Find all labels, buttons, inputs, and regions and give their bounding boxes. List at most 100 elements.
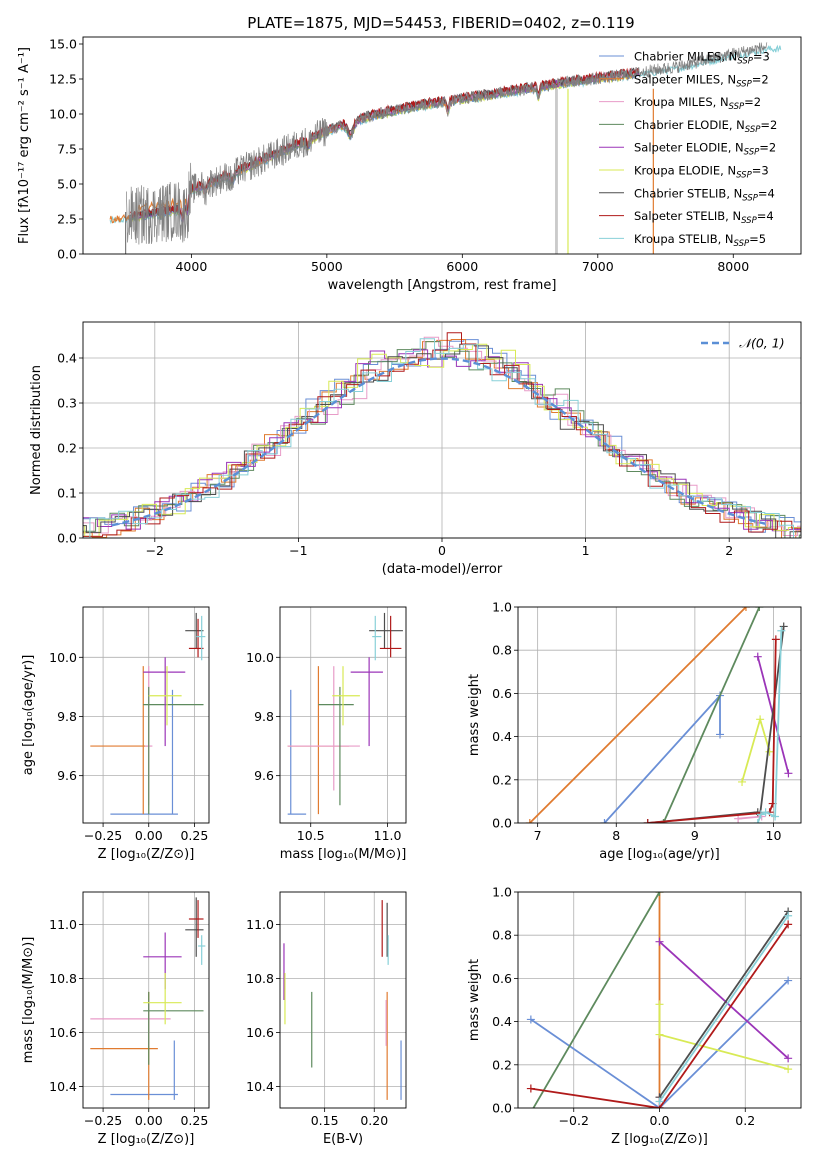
legend-entry: Kroupa MILES, NSSP=2: [634, 95, 761, 112]
mass-weight-marker-chabrier_elodie: [527, 1108, 535, 1116]
legend-eq: =5: [749, 232, 766, 246]
model-spectrum-kroupa_elodie: [129, 70, 639, 225]
figure-title: PLATE=1875, MJD=54453, FIBERID=0402, z=0…: [247, 14, 634, 32]
mass-weight-line-salpeter_miles: [529, 607, 747, 823]
x-tick-label: 8: [612, 828, 620, 843]
x-axis-label: mass [log₁₀(M/M⊙)]: [280, 847, 407, 862]
legend-label: Chabrier ELODIE, N: [634, 118, 745, 132]
x-tick-label: 0: [438, 543, 446, 558]
mass-weight-marker-kroupa_elodie: [655, 1000, 664, 1009]
y-tick-label: 0.0: [492, 816, 512, 831]
model-spectrum-salpeter_elodie: [130, 69, 639, 224]
axes-frame: [279, 606, 407, 824]
y-tick-label: 0.8: [492, 928, 512, 943]
x-tick-label: 2: [725, 543, 733, 558]
mass-weight-marker-chabrier_elodie: [655, 892, 664, 896]
y-tick-label: 15.0: [49, 37, 77, 52]
y-tick-label: 9.6: [254, 768, 274, 783]
residual-histogram-chabrier_stelib: [83, 343, 801, 538]
y-tick-label: 10.6: [246, 1025, 274, 1040]
mass-weight-marker-chabrier_miles: [716, 730, 725, 739]
y-tick-label: 10.0: [49, 650, 77, 665]
y-tick-label: 0.0: [492, 1101, 512, 1116]
legend-label: Salpeter MILES, N: [634, 72, 736, 86]
y-tick-label: 0.4: [57, 351, 77, 366]
axes-frame: [82, 606, 210, 824]
y-tick-label: 2.5: [57, 212, 77, 227]
axes-frame: [517, 606, 802, 824]
mass-weight-line-chabrier_stelib: [647, 626, 785, 823]
plot-area: [283, 900, 402, 1100]
y-tick-label: 1.0: [492, 885, 512, 900]
mass-weight-line-salpeter_stelib: [530, 923, 789, 1108]
x-tick-label: 0.00: [135, 828, 163, 843]
plot-area: [287, 612, 403, 815]
ticks: −0.25 0.00 0.25 9.6 9.8 10.0: [49, 650, 208, 843]
x-tick-label: 11.0: [374, 828, 402, 843]
y-tick-label: 0.1: [57, 486, 77, 501]
panel-age_vs_Z: −0.25 0.00 0.25 9.6 9.8 10.0 Z [log₁₀(Z/Z⊙)] ag…: [21, 606, 210, 862]
axes-frame: [82, 891, 210, 1109]
legend-label: Salpeter STELIB, N: [634, 209, 741, 223]
legend-sub: SSP: [736, 79, 752, 89]
y-tick-label: 1.0: [492, 600, 512, 615]
legend-sub: SSP: [741, 216, 757, 226]
x-axis-label: age [log₁₀(age/yr)]: [599, 847, 720, 862]
legend-entry: Chabrier MILES, NSSP=3: [634, 50, 770, 67]
x-tick-label: 0.20: [360, 1113, 388, 1128]
model-spectrum-salpeter_stelib: [129, 67, 639, 221]
legend-entry: Chabrier ELODIE, NSSP=2: [634, 118, 777, 135]
residual-histogram-salpeter_stelib: [83, 332, 801, 537]
x-axis-label: E(B-V): [323, 1132, 363, 1147]
legend-sub: SSP: [734, 239, 750, 249]
y-tick-label: 0.2: [492, 772, 512, 787]
y-axis-label: mass weight: [467, 674, 482, 756]
axes-frame: [517, 891, 802, 1109]
x-tick-label: 0.25: [180, 1113, 208, 1128]
y-axis-label: Flux [fλ10⁻¹⁷ erg cm⁻² s⁻¹ A⁻¹]: [17, 47, 32, 244]
mass-weight-line-chabrier_elodie: [662, 607, 761, 823]
mass-weight-marker-salpeter_stelib: [526, 1084, 535, 1093]
mass-weight-marker-chabrier_miles: [784, 976, 793, 985]
y-tick-label: 0.2: [492, 1057, 512, 1072]
gridlines: [518, 606, 801, 824]
y-tick-label: 11.0: [246, 917, 274, 932]
legend-sub: SSP: [744, 148, 760, 158]
y-tick-label: 10.8: [49, 971, 77, 986]
y-tick-label: 12.5: [49, 72, 77, 87]
model-spectrum-chabrier_stelib: [129, 67, 639, 220]
plot-area: [90, 897, 206, 1100]
legend-eq: =2: [752, 72, 769, 86]
legend-sub: SSP: [745, 125, 761, 135]
y-tick-label: 0.6: [492, 971, 512, 986]
mass-weight-marker-salpeter_stelib: [643, 819, 652, 823]
mass-weight-marker-chabrier_elodie: [755, 607, 764, 611]
mass-weight-marker-salpeter_elodie: [655, 937, 664, 946]
x-tick-label: −0.25: [84, 1113, 122, 1128]
legend-entry: Salpeter MILES, NSSP=2: [634, 72, 769, 89]
y-tick-label: 10.4: [49, 1079, 77, 1094]
x-axis-label: Z [log₁₀(Z/Z⊙)]: [98, 1132, 195, 1147]
mass-weight-line-salpeter_elodie: [658, 941, 789, 1059]
mass-weight-marker-kroupa_stelib: [655, 1097, 664, 1106]
y-tick-label: 0.4: [492, 1014, 512, 1029]
mass-weight-marker-salpeter_stelib: [771, 635, 780, 644]
plot-area: [525, 607, 793, 823]
y-tick-label: 10.4: [246, 1079, 274, 1094]
ticks: −0.2 0.0 0.2 0.0 0.2 0.4 0.6 0.8 1.0: [492, 885, 755, 1129]
plot-area: [109, 42, 782, 254]
mass-weight-marker-kroupa_miles: [734, 814, 743, 823]
plot-area: [526, 892, 793, 1116]
x-tick-label: 0.2: [735, 1113, 755, 1128]
model-spectrum-chabrier_miles: [130, 70, 639, 225]
x-tick-label: 10.5: [297, 828, 325, 843]
panel-residual_hist: −2 −1 0 1 2 0.0 0.1 0.2 0.3 0.4 (data-model)/error…: [29, 321, 802, 577]
ticks: 4000 5000 6000 7000 8000 0.0 2.5 5.0 7.5 10.0 12.5…: [49, 37, 749, 275]
mass-weight-marker-chabrier_miles: [600, 819, 609, 823]
y-tick-label: 10.6: [49, 1025, 77, 1040]
mass-weight-marker-kroupa_stelib: [756, 810, 765, 819]
y-tick-label: 11.0: [49, 917, 77, 932]
legend-eq: =2: [759, 141, 776, 155]
y-tick-label: 0.8: [492, 643, 512, 658]
